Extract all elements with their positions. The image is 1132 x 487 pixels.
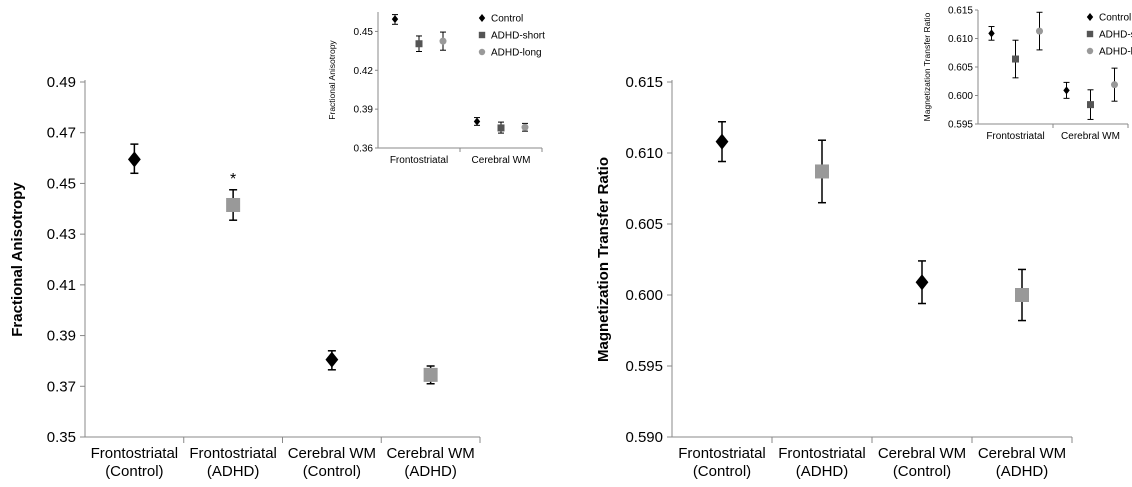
x-tick-label: Frontostriatal <box>678 445 766 462</box>
legend-marker <box>478 14 486 22</box>
inset-data-point <box>1111 81 1118 89</box>
significance-marker: * <box>230 171 236 188</box>
x-tick-label: Cerebral WM <box>978 445 1066 462</box>
x-tick-label: (Control) <box>893 463 951 480</box>
inset-data-point <box>1087 101 1094 109</box>
inset-x-tick-label: Cerebral WM <box>1061 131 1120 142</box>
y-tick-label: 0.45 <box>47 175 76 192</box>
y-tick-label: 0.615 <box>625 74 663 91</box>
inset-data-point <box>497 124 505 132</box>
data-point <box>423 367 438 382</box>
inset-chart-4: 0.595 0.600 0.605 0.610 0.615 Frontostriatal C… <box>922 6 1132 143</box>
x-tick-label: (Control) <box>105 463 163 480</box>
data-point <box>715 133 729 150</box>
x-tick-label: (ADHD) <box>996 463 1049 480</box>
inset-data-point <box>473 117 481 126</box>
y-tick-label: 0.600 <box>625 287 663 304</box>
legend-marker <box>478 48 486 56</box>
legend-label: ADHD-short <box>1099 30 1132 41</box>
data-point <box>127 151 141 168</box>
data-point <box>915 274 929 291</box>
inset-data-point <box>1036 27 1043 35</box>
data-point <box>1015 288 1029 302</box>
x-tick-label: Frontostriatal <box>91 445 179 462</box>
y-tick-label: 0.610 <box>625 145 663 162</box>
x-tick-label: (ADHD) <box>404 463 457 480</box>
legend-label: ADHD-short <box>491 31 545 42</box>
y-tick-label: 0.605 <box>625 216 663 233</box>
inset-data-point <box>521 123 529 131</box>
main-chart-3: 0.590 0.595 0.600 0.605 0.610 0.615 Frontostri… <box>595 74 1073 480</box>
inset-data-point <box>1063 86 1070 95</box>
y-tick-label: 0.47 <box>47 125 76 142</box>
x-tick-label: Cerebral WM <box>288 445 376 462</box>
x-tick-label: Cerebral WM <box>878 445 966 462</box>
y-tick-label: 0.590 <box>625 429 663 446</box>
inset-legend: Control ADHD-short ADHD-long <box>478 14 545 59</box>
inset-y-tick-label: 0.39 <box>354 105 374 116</box>
data-point <box>226 197 241 212</box>
main-chart-1: 0.35 0.37 0.39 0.41 0.43 0.45 0.47 0.49 Frontost… <box>9 74 481 480</box>
x-tick-label: (ADHD) <box>796 463 849 480</box>
inset-y-tick-label: 0.605 <box>948 63 973 74</box>
inset-y-axis-label: Magnetization Transfer Ratio <box>922 12 932 121</box>
legend-label: Control <box>1099 13 1131 24</box>
inset-y-tick-label: 0.600 <box>948 91 973 102</box>
inset-data-point <box>415 40 423 48</box>
y-axis-label: Fractional Anisotropy <box>9 182 26 337</box>
y-tick-label: 0.37 <box>47 378 76 395</box>
legend-marker <box>478 31 486 39</box>
inset-x-tick-label: Frontostriatal <box>390 155 448 166</box>
x-tick-label: Frontostriatal <box>189 445 277 462</box>
data-point <box>325 351 339 368</box>
inset-y-tick-label: 0.615 <box>948 6 973 17</box>
x-tick-label: Frontostriatal <box>778 445 866 462</box>
y-axis-label: Magnetization Transfer Ratio <box>595 157 612 362</box>
legend-label: ADHD-long <box>491 48 542 59</box>
inset-chart-2: 0.36 0.39 0.42 0.45 Frontostriatal Cerebral W… <box>327 12 545 166</box>
legend-label: Control <box>491 14 523 25</box>
y-tick-label: 0.39 <box>47 328 76 345</box>
inset-legend: Control ADHD-short ADHD-long <box>1086 13 1132 58</box>
inset-y-tick-label: 0.42 <box>354 66 374 77</box>
inset-data-point <box>439 37 447 45</box>
legend-marker <box>1086 30 1094 38</box>
inset-data-point <box>1012 55 1019 63</box>
inset-y-tick-label: 0.36 <box>354 144 374 155</box>
y-tick-label: 0.49 <box>47 74 76 91</box>
legend-marker <box>1086 13 1094 21</box>
y-tick-label: 0.41 <box>47 277 76 294</box>
legend-label: ADHD-long <box>1099 47 1132 58</box>
inset-y-tick-label: 0.610 <box>948 34 973 45</box>
x-tick-label: (Control) <box>693 463 751 480</box>
inset-data-point <box>391 15 399 24</box>
y-tick-label: 0.43 <box>47 226 76 243</box>
inset-x-tick-label: Frontostriatal <box>986 131 1044 142</box>
x-tick-label: (ADHD) <box>207 463 260 480</box>
y-tick-label: 0.35 <box>47 429 76 446</box>
legend-marker <box>1086 47 1094 55</box>
y-tick-label: 0.595 <box>625 358 663 375</box>
inset-y-tick-label: 0.45 <box>354 27 374 38</box>
inset-data-point <box>988 29 995 38</box>
x-tick-label: Cerebral WM <box>386 445 474 462</box>
inset-y-tick-label: 0.595 <box>948 120 973 131</box>
x-tick-label: (Control) <box>303 463 361 480</box>
data-point <box>815 164 829 179</box>
inset-y-axis-label: Fractional Anisotropy <box>327 40 337 120</box>
inset-x-tick-label: Cerebral WM <box>472 155 531 166</box>
